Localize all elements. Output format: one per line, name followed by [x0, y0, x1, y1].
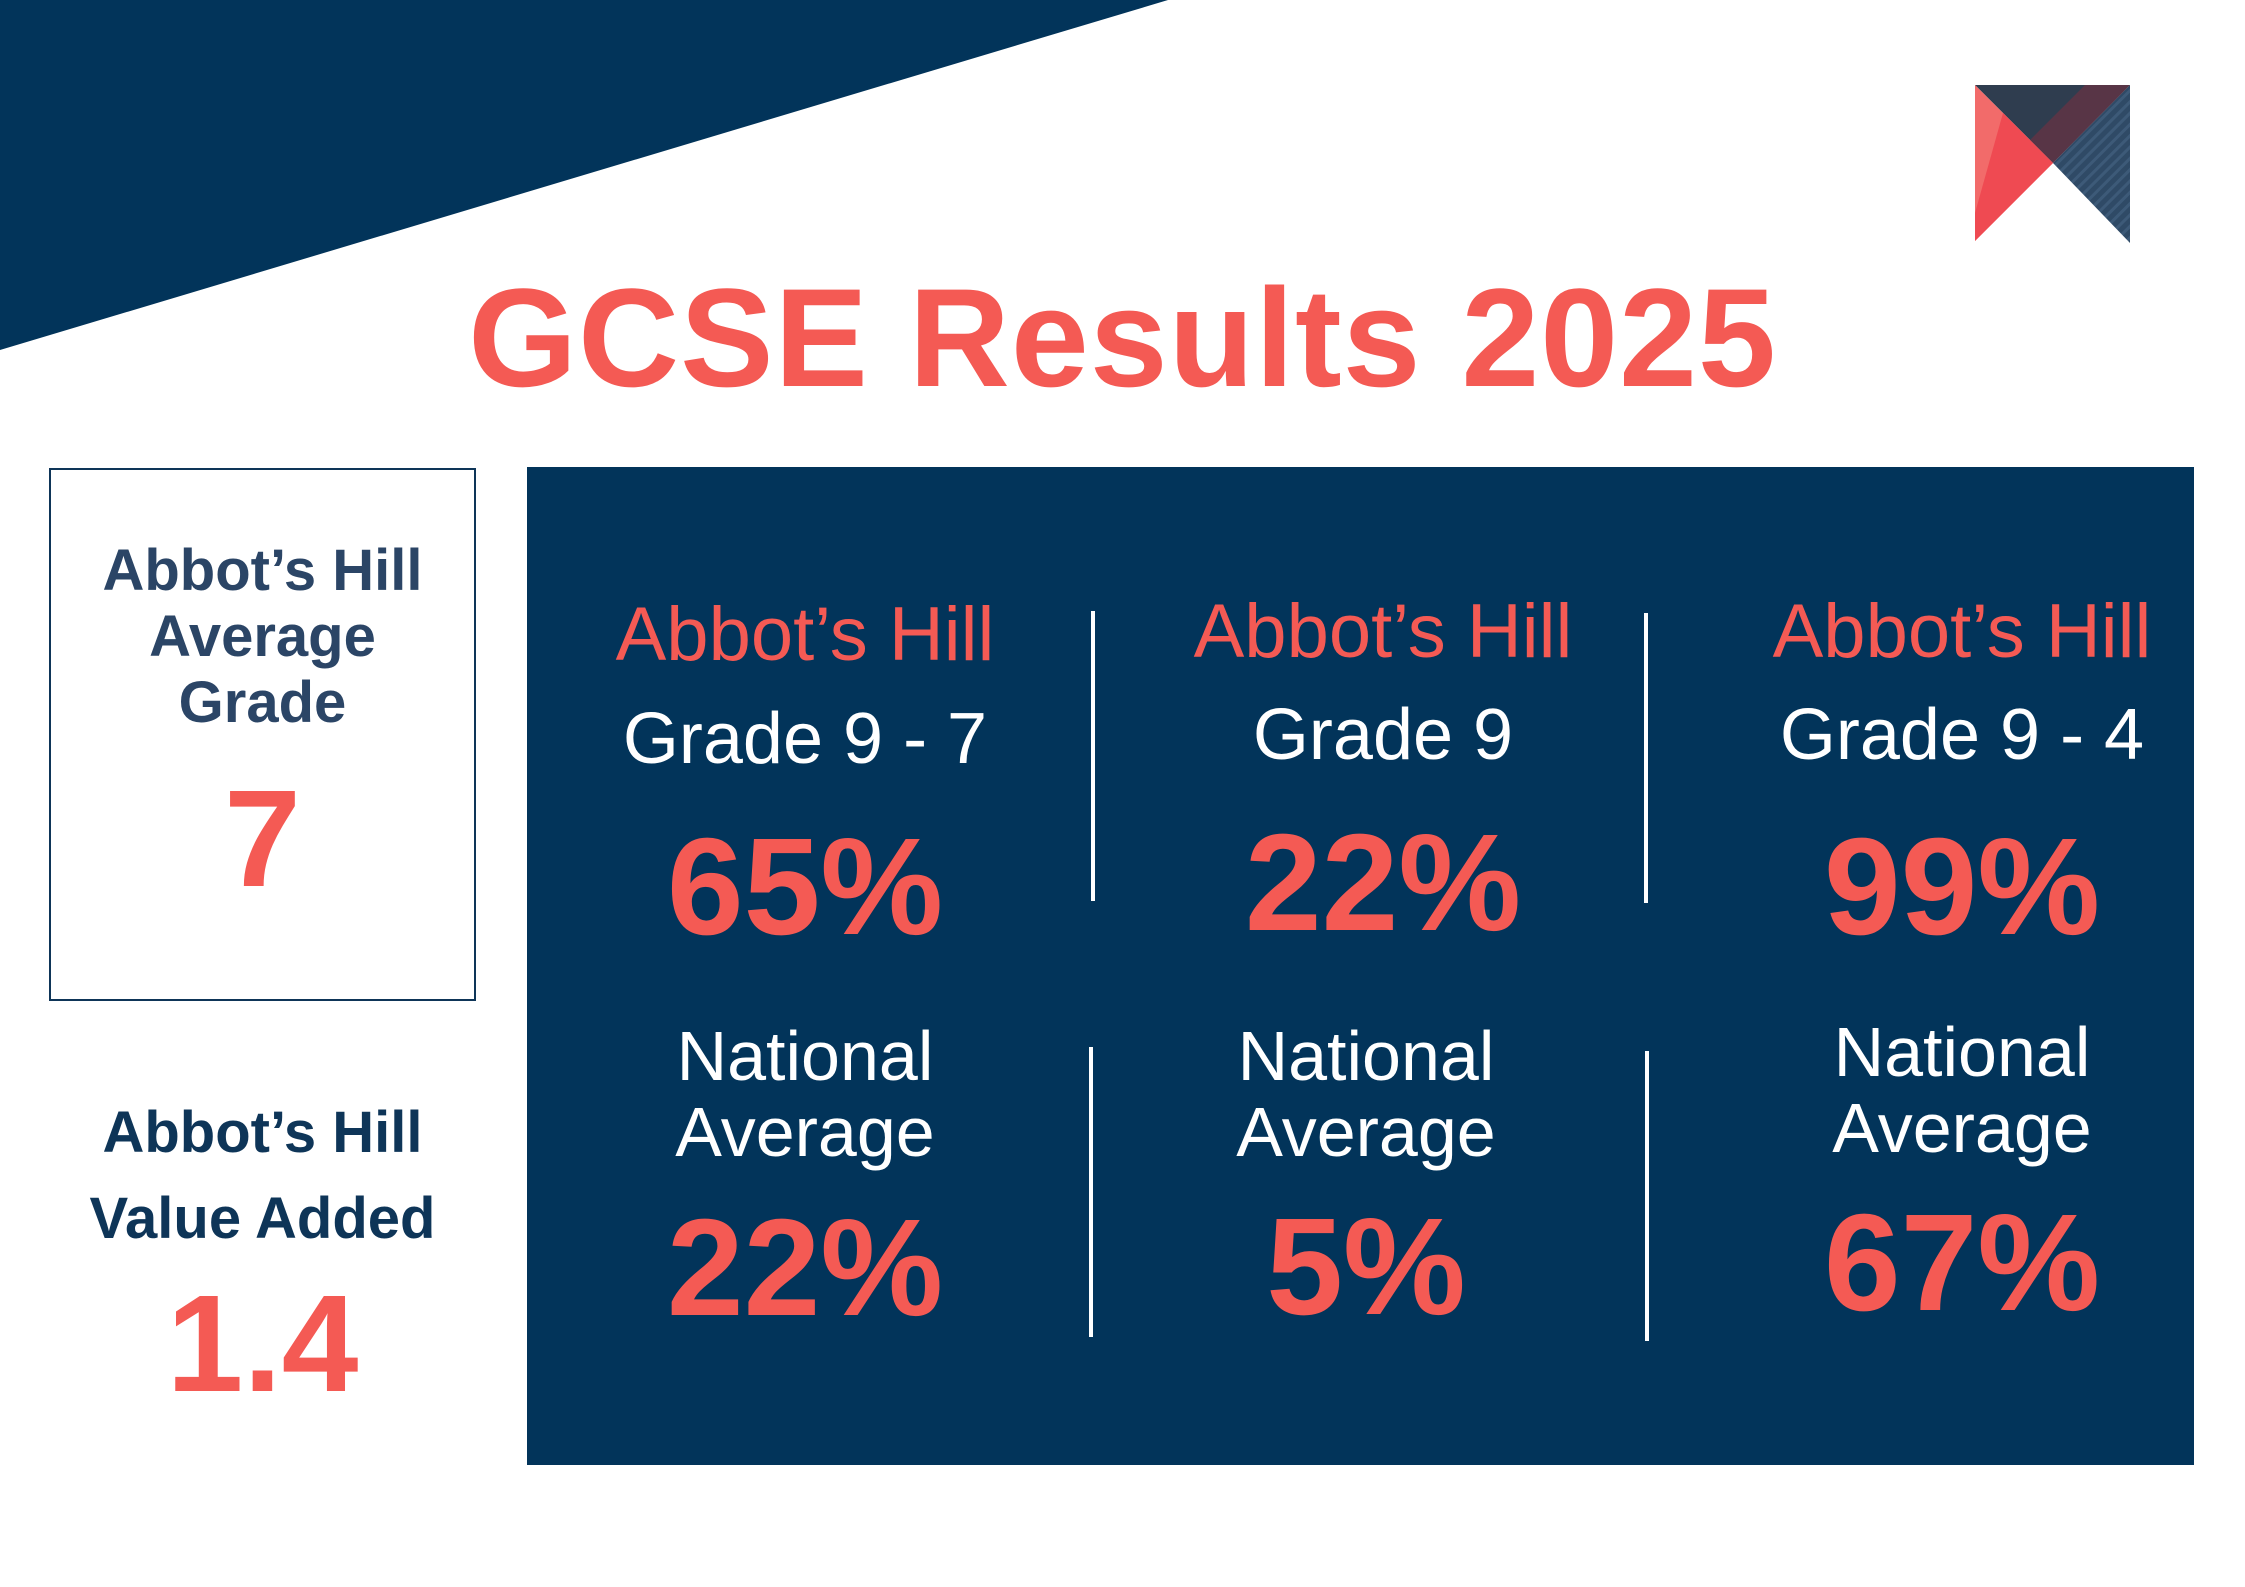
national-percentage: 22% [666, 1191, 944, 1345]
national-percentage: 67% [1823, 1186, 2101, 1340]
average-grade-card: Abbot’s Hill Average Grade 7 [49, 468, 476, 1001]
value-added-value: 1.4 [166, 1267, 359, 1421]
column-divider [1645, 1051, 1649, 1341]
grade-band: Grade 9 - 7 [622, 699, 988, 779]
school-percentage: 99% [1823, 810, 2101, 964]
national-average-label-text: National Average [1236, 1017, 1496, 1171]
header-banner [0, 0, 1168, 350]
column-divider [1091, 611, 1095, 901]
angled-chevron-logo-icon [1975, 85, 2130, 243]
national-average-label-text: National Average [1832, 1013, 2092, 1167]
result-column-grade-9-7: Abbot’s Hill Grade 9 - 7 65% National Av… [525, 467, 1085, 1465]
value-added-label-text: Abbot’s Hill Value Added [89, 1100, 436, 1251]
school-percentage: 22% [1244, 806, 1522, 960]
grade-band: Grade 9 - 4 [1779, 695, 2145, 775]
national-average-label: National Average [525, 1018, 1085, 1170]
grade-band: Grade 9 [1252, 695, 1514, 775]
result-column-grade-9: Abbot’s Hill Grade 9 22% National Averag… [1103, 467, 1663, 1465]
national-average-label: National Average [1682, 1014, 2242, 1166]
average-grade-label: Abbot’s Hill Average Grade [51, 538, 474, 736]
result-column-grade-9-4: Abbot’s Hill Grade 9 - 4 99% National Av… [1682, 467, 2242, 1465]
school-name: Abbot’s Hill [615, 592, 995, 677]
column-divider [1644, 613, 1648, 903]
value-added-label: Abbot’s Hill Value Added [49, 1090, 476, 1262]
average-grade-value: 7 [224, 762, 301, 916]
national-average-label-text: National Average [675, 1017, 935, 1171]
page-title: GCSE Results 2025 [468, 259, 1777, 416]
school-name: Abbot’s Hill [1772, 589, 2152, 674]
national-percentage: 5% [1266, 1190, 1466, 1344]
average-grade-label-text: Abbot’s Hill Average Grade [102, 538, 423, 735]
column-divider [1089, 1047, 1093, 1337]
national-average-label: National Average [1086, 1018, 1646, 1170]
school-percentage: 65% [666, 810, 944, 964]
results-panel: Abbot’s Hill Grade 9 - 7 65% National Av… [527, 467, 2194, 1465]
school-name: Abbot’s Hill [1193, 589, 1573, 674]
